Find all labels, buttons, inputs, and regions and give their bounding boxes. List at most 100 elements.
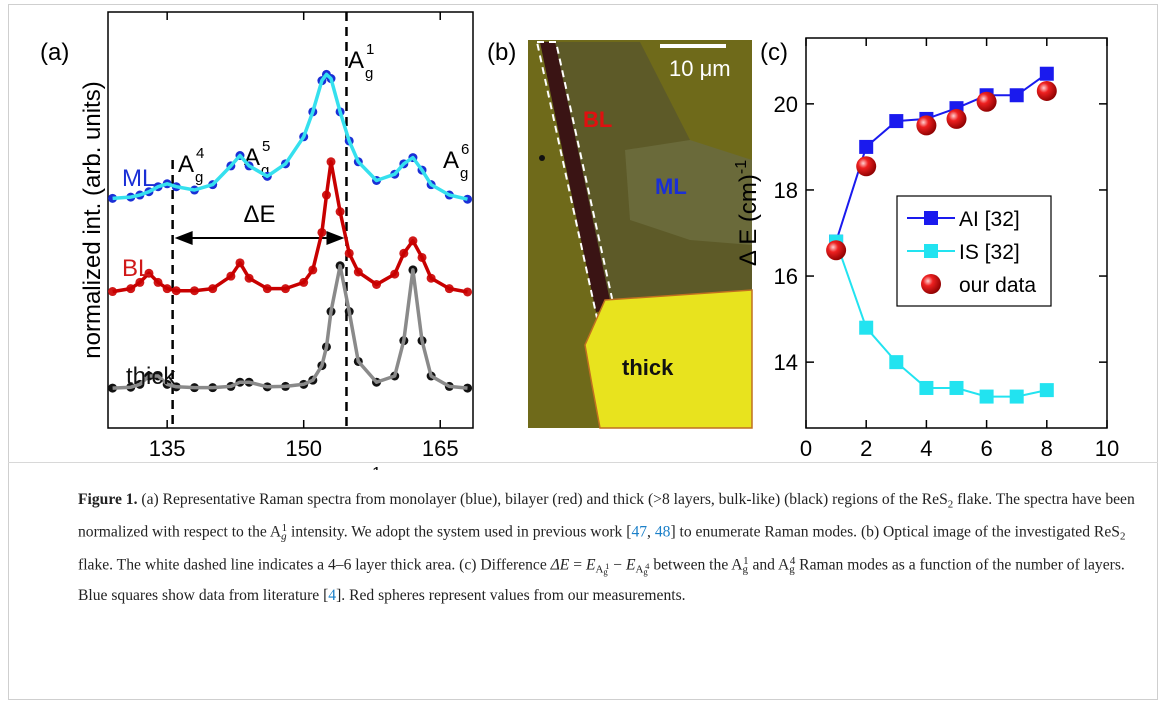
divider	[8, 462, 1158, 463]
arrow-head	[174, 231, 193, 245]
series-label: BL	[122, 255, 151, 282]
data-point	[1036, 80, 1057, 101]
data-point	[979, 389, 994, 404]
caption: Figure 1. (a) Representative Raman spect…	[78, 488, 1148, 608]
x-tick-label: 0	[800, 436, 812, 461]
legend-label: IS [32]	[959, 241, 1020, 264]
caption-text: E	[585, 556, 596, 574]
scale-bar	[660, 44, 726, 48]
citation[interactable]: 48	[654, 523, 671, 541]
peak-label-sup: 5	[262, 138, 270, 155]
caption-text: 4	[789, 554, 796, 567]
caption-text: −	[609, 556, 626, 574]
caption-text: g	[643, 566, 648, 577]
frame	[8, 4, 1158, 700]
scale-label: 10 μm	[669, 56, 731, 81]
caption-text: flake. The white dashed line indicates a…	[78, 556, 551, 574]
data-point	[859, 139, 874, 154]
data-point	[949, 380, 964, 395]
legend-label: our data	[959, 274, 1036, 297]
x-tick-label: 10	[1095, 436, 1119, 461]
peak-label: A	[178, 151, 194, 178]
data-point	[859, 320, 874, 335]
data-point	[108, 383, 118, 393]
x-axis-label: Raman shift (cm-1)	[192, 465, 389, 470]
peak-label-sub: g	[460, 165, 468, 182]
flake-ml	[625, 140, 752, 245]
delta-label: ΔE	[244, 201, 276, 228]
data-point	[946, 108, 967, 129]
particle	[539, 155, 545, 161]
y-tick-label: 14	[774, 350, 798, 375]
y-axis-label-sup: -1	[733, 160, 750, 174]
legend-marker	[924, 211, 938, 225]
data-point	[1009, 88, 1024, 103]
region-label: BL	[583, 107, 612, 132]
x-tick-label: 4	[920, 436, 932, 461]
caption-text: ] to enumerate Raman modes. (b) Optical …	[670, 523, 1120, 541]
citation[interactable]: 47	[631, 523, 648, 541]
data-point	[463, 383, 473, 393]
x-tick-label: 165	[422, 436, 459, 461]
caption-text: and A	[748, 556, 790, 574]
caption-text: g	[281, 530, 287, 543]
caption-text: 1	[281, 522, 288, 535]
legend-label: AI [32]	[959, 208, 1020, 231]
data-point	[108, 287, 118, 297]
y-tick-label: 18	[774, 178, 798, 203]
caption-text: g	[742, 563, 748, 576]
citation[interactable]: 4	[328, 586, 337, 604]
caption-text: Figure 1.	[78, 491, 138, 508]
thick-region	[584, 289, 753, 429]
legend-marker	[924, 244, 938, 258]
x-axis-label-text: Raman shift (cm	[192, 467, 367, 470]
caption-text: E	[625, 556, 636, 574]
caption-text: 1	[605, 561, 610, 572]
y-axis-label: normalized int. (arb. units)	[79, 81, 106, 358]
series-label: ML	[122, 165, 155, 192]
caption-text: 4	[645, 561, 650, 572]
region-label: thick	[622, 355, 674, 380]
x-axis-label-end: )	[381, 467, 389, 470]
panel-label: (c)	[760, 39, 788, 66]
data-point	[1039, 383, 1054, 398]
fit-line	[112, 264, 468, 390]
peak-label-sup: 4	[196, 145, 204, 162]
data-point	[976, 91, 997, 112]
series-label: thick	[126, 363, 176, 390]
legend-marker	[921, 274, 941, 294]
caption-text: intensity. We adopt the system used in p…	[287, 523, 632, 541]
caption-text: =	[569, 556, 586, 574]
y-axis-label: Δ E (cm)-1	[733, 160, 762, 266]
x-tick-label: 8	[1041, 436, 1053, 461]
caption-text: A	[595, 563, 604, 576]
data-point	[919, 380, 934, 395]
fit-line	[112, 72, 468, 201]
data-point	[826, 240, 847, 261]
x-tick-label: 6	[980, 436, 992, 461]
data-point	[1039, 66, 1054, 81]
caption-text: g	[789, 563, 795, 576]
panel-label: (a)	[40, 39, 69, 66]
data-point	[1009, 389, 1024, 404]
caption-text: ,	[647, 523, 655, 541]
arrow-head	[326, 231, 345, 245]
optical-image: 10 μm BL ML thick (b)	[487, 39, 753, 429]
fit-line	[112, 160, 468, 294]
peak-label: A	[348, 47, 364, 74]
caption-text: 2	[1119, 530, 1126, 543]
caption-text: flake. The spectra have been normalized …	[78, 491, 1135, 541]
data-point	[856, 156, 877, 177]
caption-text: (a) Representative Raman spectra from mo…	[137, 491, 948, 508]
data-point	[916, 115, 937, 136]
x-axis-label-sup: -1	[367, 465, 381, 470]
y-tick-label: 16	[774, 264, 798, 289]
data-point	[463, 287, 473, 297]
caption-text: between the A	[649, 556, 743, 574]
region-label: ML	[655, 174, 687, 199]
y-tick-label: 20	[774, 92, 798, 117]
x-tick-label: 135	[149, 436, 186, 461]
dashed-outline	[535, 41, 617, 320]
x-axis-label: Number of layers	[875, 467, 1058, 470]
